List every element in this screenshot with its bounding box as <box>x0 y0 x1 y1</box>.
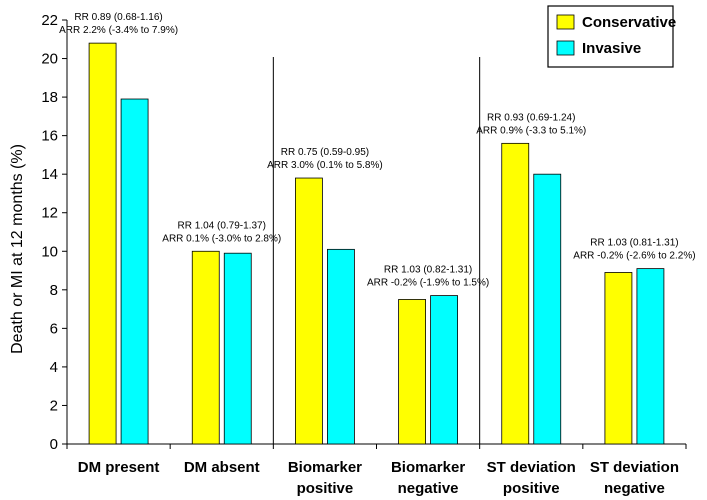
annotation-label: RR 0.89 (0.68-1.16) <box>74 12 162 23</box>
x-category-label: DM absent <box>184 459 260 476</box>
bar-conservative <box>191 250 220 445</box>
y-tick-label: 6 <box>50 320 58 337</box>
x-category-label: positive <box>297 480 354 497</box>
legend-label: Conservative <box>582 14 676 31</box>
x-category-label: Biomarker <box>391 459 465 476</box>
annotation-label: RR 1.03 (0.82-1.31) <box>384 265 472 276</box>
bar-conservative <box>88 42 117 445</box>
y-tick-label: 22 <box>41 12 58 29</box>
y-tick-label: 10 <box>41 243 58 260</box>
bar-invasive <box>327 248 355 445</box>
legend-swatch <box>556 14 575 30</box>
y-tick-label: 12 <box>41 205 58 222</box>
x-category-label: negative <box>604 480 665 497</box>
bar-conservative <box>501 142 530 445</box>
y-tick-label: 14 <box>41 166 58 183</box>
bar-conservative <box>398 299 426 445</box>
bar-invasive <box>120 98 149 445</box>
x-category-label: negative <box>398 480 459 497</box>
x-category-label: DM present <box>78 459 160 476</box>
bar-invasive <box>223 252 252 445</box>
annotation-label: ARR 2.2% (-3.4% to 7.9%) <box>59 25 178 36</box>
y-tick-label: 20 <box>41 51 58 68</box>
annotation-label: ARR 3.0% (0.1% to 5.8%) <box>267 160 383 171</box>
y-tick-label: 18 <box>41 89 58 106</box>
annotation-label: RR 1.03 (0.81-1.31) <box>590 238 678 249</box>
y-axis-title: Death or MI at 12 months (%) <box>9 144 26 354</box>
legend-swatch <box>556 40 575 56</box>
y-tick-label: 4 <box>50 359 58 376</box>
legend-label: Invasive <box>582 40 641 57</box>
x-category-label: positive <box>503 480 560 497</box>
bar-invasive <box>430 295 458 445</box>
annotation-label: ARR -0.2% (-2.6% to 2.2%) <box>573 251 695 262</box>
x-category-label: ST deviation <box>487 459 576 476</box>
y-tick-label: 2 <box>50 397 58 414</box>
annotation-label: ARR 0.9% (-3.3 to 5.1%) <box>476 125 586 136</box>
x-category-label: Biomarker <box>288 459 362 476</box>
y-tick-label: 16 <box>41 128 58 145</box>
annotation-label: ARR -0.2% (-1.9% to 1.5%) <box>367 278 489 289</box>
annotation-label: RR 0.93 (0.69-1.24) <box>487 112 575 123</box>
annotation-label: RR 1.04 (0.79-1.37) <box>178 220 266 231</box>
bar-invasive <box>636 268 665 445</box>
y-tick-label: 0 <box>50 436 58 453</box>
bar-conservative <box>295 177 323 445</box>
bar-conservative <box>604 272 633 445</box>
annotation-label: RR 0.75 (0.59-0.95) <box>281 147 369 158</box>
bar-invasive <box>533 173 562 445</box>
annotation-label: ARR 0.1% (-3.0% to 2.8%) <box>162 233 281 244</box>
y-tick-label: 8 <box>50 282 58 299</box>
x-category-label: ST deviation <box>590 459 679 476</box>
